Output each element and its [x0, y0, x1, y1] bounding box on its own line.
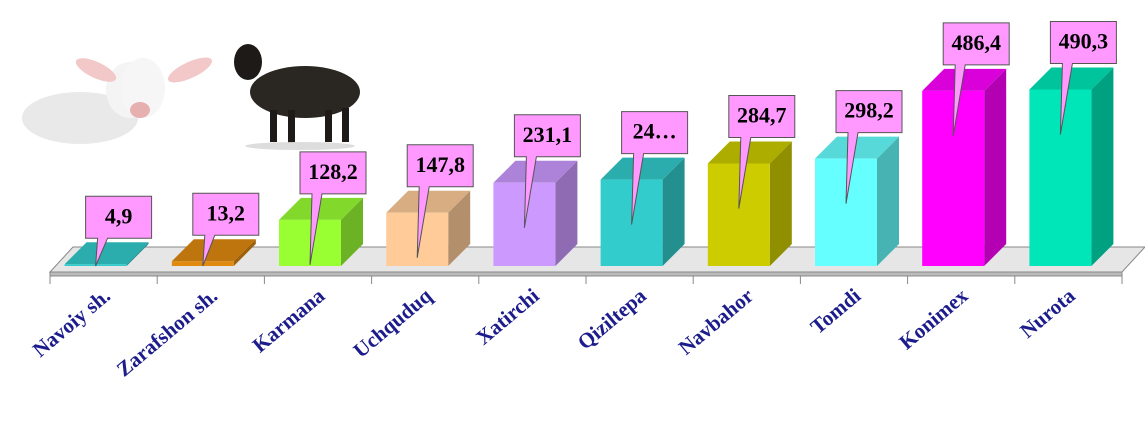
bar-top — [1029, 67, 1114, 90]
bar-side — [769, 141, 792, 266]
x-tick-label: Navbahor — [674, 283, 758, 359]
bar-top — [815, 136, 899, 159]
floor-edge — [49, 271, 1123, 277]
value-label: 284,7 — [737, 103, 787, 128]
callout — [1049, 20, 1117, 135]
callout — [942, 22, 1010, 136]
bar-top — [493, 160, 578, 183]
bar — [707, 163, 770, 266]
bar-top — [171, 239, 256, 262]
bar-side — [233, 239, 256, 266]
value-label: 490,3 — [1059, 29, 1109, 54]
bar — [922, 90, 985, 267]
callout — [621, 111, 689, 225]
callout — [513, 114, 581, 228]
bar-top — [64, 242, 149, 265]
x-tick-label: Qiziltepa — [573, 283, 651, 354]
value-label: 13,2 — [207, 200, 246, 225]
x-tick-label: Nurota — [1015, 283, 1080, 343]
callout — [406, 144, 474, 258]
value-label: 4,9 — [105, 203, 133, 228]
bar-side — [448, 190, 471, 266]
callout — [299, 151, 367, 265]
value-label: 486,4 — [951, 30, 1001, 55]
bar-side — [877, 136, 899, 266]
x-tick-label: Xatirchi — [471, 283, 543, 349]
callout — [835, 90, 903, 204]
callout — [192, 192, 260, 267]
x-tick-label: Uchquduq — [349, 283, 437, 362]
bar-top — [707, 141, 792, 164]
bar-side — [555, 160, 578, 266]
value-label: 147,8 — [415, 152, 465, 177]
bar — [386, 212, 449, 266]
value-label: 128,2 — [308, 159, 358, 184]
bar — [815, 158, 877, 266]
x-tick-label: Konimex — [894, 283, 972, 354]
bar-top — [386, 190, 471, 213]
bar-top — [922, 68, 1007, 91]
value-label: 298,2 — [844, 98, 894, 123]
value-label: 24… — [633, 119, 677, 144]
bar — [1029, 89, 1092, 266]
bar-side — [662, 157, 685, 266]
goat-image — [22, 57, 213, 144]
bar-side — [1091, 67, 1114, 266]
callout — [728, 95, 796, 209]
x-tick-label: Zarafshon sh. — [112, 283, 222, 381]
bar-top — [279, 197, 363, 220]
bar-side — [126, 242, 149, 266]
bar-side — [341, 197, 363, 266]
x-tick-label: Karmana — [248, 283, 330, 357]
x-tick-label: Navoiy sh. — [28, 283, 115, 361]
value-label: 231,1 — [523, 122, 573, 147]
x-tick-label: Tomdi — [806, 283, 866, 339]
bar-top — [600, 157, 685, 180]
sheep-image — [234, 44, 360, 150]
bar-side — [984, 68, 1007, 267]
callout — [85, 195, 153, 267]
